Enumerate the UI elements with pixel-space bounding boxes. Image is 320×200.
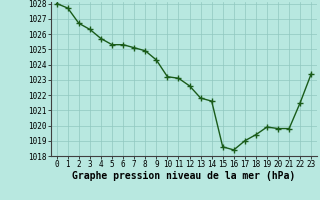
X-axis label: Graphe pression niveau de la mer (hPa): Graphe pression niveau de la mer (hPa) [72,171,296,181]
